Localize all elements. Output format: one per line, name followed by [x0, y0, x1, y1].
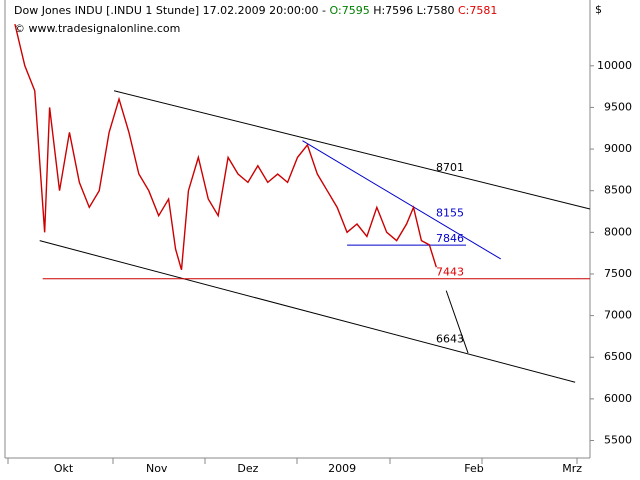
y-tick-label: 7000 [604, 309, 632, 322]
level-label: 8701 [436, 161, 464, 174]
x-tick-label: Dez [237, 462, 258, 475]
trendline [39, 240, 576, 383]
y-tick-label: 9000 [604, 142, 632, 155]
title-part: Dow Jones INDU [.INDU 1 Stunde] 17.02.20… [14, 4, 330, 17]
x-tick-label: Okt [54, 462, 74, 475]
y-tick-label: 5500 [604, 434, 632, 447]
level-label: 8155 [436, 206, 464, 219]
subtitle: © www.tradesignalonline.com [14, 22, 180, 35]
level-label: 7846 [436, 232, 464, 245]
y-tick-label: 9500 [604, 100, 632, 113]
trendline [445, 290, 469, 354]
y-tick-label: 7500 [604, 267, 632, 280]
title-part: C:7581 [458, 4, 497, 17]
y-tick-label: 6500 [604, 350, 632, 363]
level-label: 6643 [436, 332, 464, 345]
title-part: H:7596 L:7580 [370, 4, 458, 17]
y-tick-label: 8000 [604, 225, 632, 238]
x-tick-label: Feb [464, 462, 483, 475]
y-tick-label: 10000 [597, 59, 632, 72]
trendline [302, 140, 502, 260]
level-label: 7443 [436, 266, 464, 279]
trendline [113, 90, 591, 210]
y-tick-label: 8500 [604, 184, 632, 197]
y-axis-label: $ [595, 3, 602, 16]
x-tick-label: Mrz [562, 462, 582, 475]
x-tick-label: Nov [146, 462, 168, 475]
chart-title: Dow Jones INDU [.INDU 1 Stunde] 17.02.20… [14, 4, 497, 17]
x-tick-label: 2009 [328, 462, 356, 475]
y-tick-label: 6000 [604, 392, 632, 405]
price-line [14, 23, 437, 270]
title-part: O:7595 [330, 4, 370, 17]
